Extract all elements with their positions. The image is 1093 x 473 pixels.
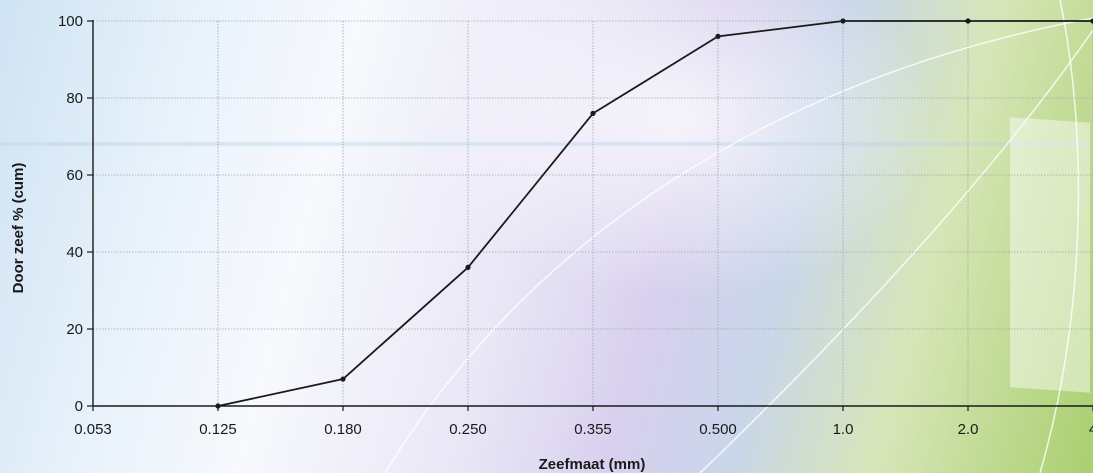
x-tick-label: 2.0 (958, 421, 979, 438)
data-point (465, 264, 471, 270)
x-tick-label: 0.250 (449, 421, 487, 438)
data-point (715, 33, 721, 40)
data-point (840, 18, 846, 24)
y-tick-label: 60 (66, 167, 83, 184)
x-tick-label: 1.0 (833, 421, 854, 438)
data-point (215, 403, 221, 409)
x-tick-label: 0.355 (574, 421, 612, 438)
series-line (217, 20, 1093, 407)
y-tick-label: 80 (66, 90, 83, 107)
y-tick-label: 100 (58, 13, 83, 30)
y-axis-label: Door zeef % (cum) (10, 163, 27, 294)
y-tick-label: 40 (66, 244, 83, 261)
x-tick-label: 0.180 (324, 421, 362, 438)
x-tick-label: 0.053 (74, 421, 112, 438)
y-tick-label: 0 (75, 398, 83, 415)
x-tick-label: 0.125 (199, 421, 237, 438)
x-axis-label: Zeefmaat (mm) (539, 456, 646, 473)
decorative-curves (384, 0, 1093, 473)
data-point (1090, 18, 1093, 24)
data-point (340, 376, 346, 382)
x-tick-label: 4 (1089, 421, 1093, 438)
data-point (965, 18, 971, 24)
x-tick-label: 0.500 (699, 421, 737, 438)
data-point (590, 110, 596, 116)
background-glow (420, 0, 940, 300)
y-tick-labels: 0 20 40 60 80 100 (58, 13, 93, 415)
background-band (0, 141, 1093, 147)
grid-lines (93, 20, 1093, 407)
y-tick-label: 20 (66, 321, 83, 338)
series-layer (215, 18, 1093, 409)
x-tick-labels: 0.053 0.125 0.180 0.250 0.355 0.500 1.0 2.0 4 (74, 406, 1093, 438)
